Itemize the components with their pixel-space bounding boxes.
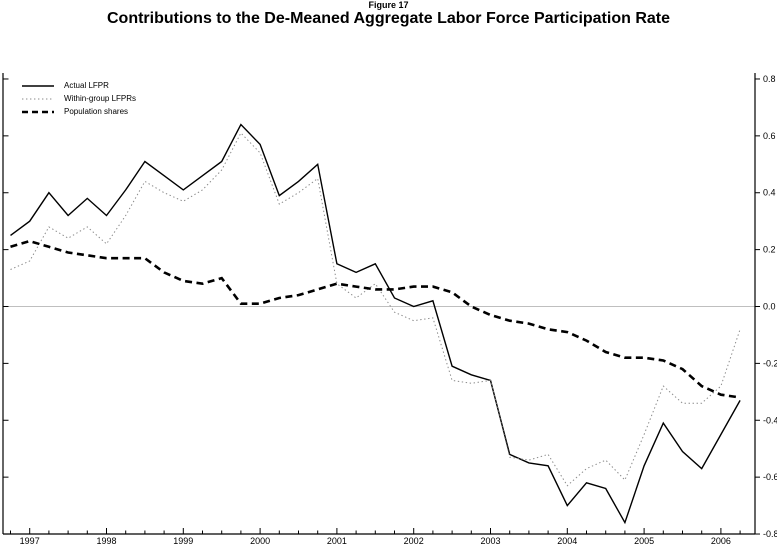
figure-number-label: Figure 17 bbox=[368, 0, 409, 10]
series-line-population-shares bbox=[10, 239, 741, 399]
x-axis-year-label: 1999 bbox=[173, 536, 193, 546]
y-axis-tick-label: -0.4 bbox=[763, 415, 777, 425]
dashed-line-sample-icon bbox=[22, 110, 54, 113]
legend-label-population-shares: Population shares bbox=[64, 107, 129, 116]
legend-item-within-group-lfprs: Within-group LFPRs bbox=[21, 92, 136, 105]
x-axis-year-label: 2002 bbox=[404, 536, 424, 546]
title-block: Figure 17 Contributions to the De-Meaned… bbox=[0, 0, 777, 28]
y-axis-tick-label: -0.8 bbox=[763, 529, 777, 539]
legend-item-actual-lfpr: Actual LFPR bbox=[21, 79, 136, 92]
y-axis-tick-label: 0.2 bbox=[763, 245, 776, 255]
legend-label-actual-lfpr: Actual LFPR bbox=[64, 81, 109, 90]
y-axis-tick-label: 0.0 bbox=[763, 302, 776, 312]
legend-item-population-shares: Population shares bbox=[21, 105, 136, 118]
legend-label-within-group-lfprs: Within-group LFPRs bbox=[64, 94, 137, 103]
y-axis-tick-label: -0.6 bbox=[763, 472, 777, 482]
y-axis-tick-label: 0.8 bbox=[763, 74, 776, 84]
series-line-within-group-lfprs bbox=[10, 132, 741, 487]
solid-line-sample-icon bbox=[22, 84, 54, 87]
y-axis-tick-label: 0.4 bbox=[763, 188, 776, 198]
legend: Actual LFPR Within-group LFPRs Populatio… bbox=[21, 79, 136, 118]
x-axis-year-label: 2004 bbox=[557, 536, 577, 546]
y-axis-tick-label: 0.6 bbox=[763, 131, 776, 141]
x-axis-year-label: 2001 bbox=[327, 536, 347, 546]
dotted-line-sample-icon bbox=[22, 98, 54, 99]
x-axis-year-label: 2000 bbox=[250, 536, 270, 546]
x-axis-year-label: 2005 bbox=[634, 536, 654, 546]
page-title: Contributions to the De-Meaned Aggregate… bbox=[106, 10, 670, 28]
y-axis-tick-label: -0.2 bbox=[763, 358, 777, 368]
x-axis-year-label: 2006 bbox=[711, 536, 731, 546]
x-axis-year-label: 1997 bbox=[20, 536, 40, 546]
series-line-actual-lfpr bbox=[10, 123, 741, 525]
x-axis-year-label: 1998 bbox=[96, 536, 116, 546]
x-axis-year-label: 2003 bbox=[480, 536, 500, 546]
